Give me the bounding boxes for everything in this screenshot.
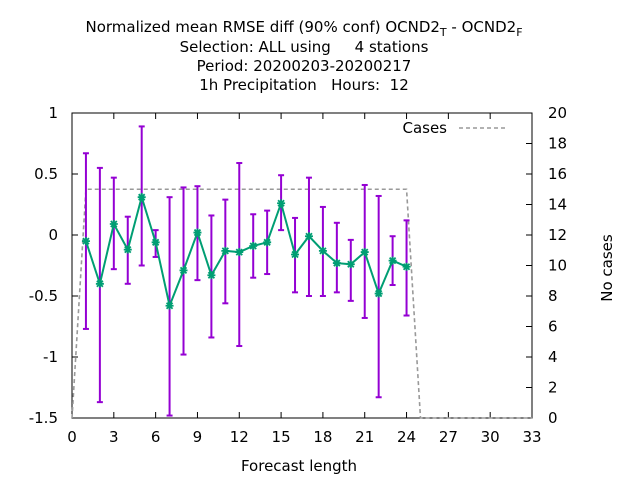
x-tick-label: 27 — [439, 428, 458, 446]
y2-tick-label: 8 — [548, 287, 558, 305]
data-point — [193, 228, 202, 237]
data-point — [332, 259, 341, 268]
data-point — [221, 246, 230, 255]
data-point — [346, 260, 355, 269]
data-point — [165, 301, 174, 310]
x-tick-label: 3 — [109, 428, 119, 446]
data-point — [137, 193, 146, 202]
data-point — [263, 238, 272, 247]
y2-tick-label: 18 — [548, 135, 567, 153]
data-point — [151, 238, 160, 247]
x-tick-label: 6 — [151, 428, 161, 446]
y2-axis-label: No cases — [598, 234, 616, 302]
data-point — [374, 289, 383, 298]
chart-title-line-2: Selection: ALL using 4 stations — [179, 38, 429, 56]
chart-title-line-4: 1h Precipitation Hours: 12 — [199, 76, 409, 94]
x-tick-label: 24 — [397, 428, 416, 446]
data-point — [249, 241, 258, 250]
x-axis-label: Forecast length — [241, 457, 357, 475]
data-point — [235, 248, 244, 257]
y-tick-label: -0.5 — [29, 287, 58, 305]
data-point — [318, 246, 327, 255]
data-point — [109, 220, 118, 229]
x-tick-label: 21 — [355, 428, 374, 446]
data-point — [388, 256, 397, 265]
cases-line — [71, 188, 532, 419]
data-point — [207, 271, 216, 280]
data-point — [277, 199, 286, 208]
data-point — [123, 245, 132, 254]
chart-title-line-3: Period: 20200203-20200217 — [196, 57, 412, 75]
data-point — [81, 237, 90, 246]
y-tick-label: -1.5 — [29, 409, 58, 427]
y2-tick-label: 4 — [548, 348, 558, 366]
x-tick-label: 33 — [522, 428, 541, 446]
y2-tick-label: 16 — [548, 165, 567, 183]
y2-tick-label: 14 — [548, 196, 567, 214]
y2-tick-label: 10 — [548, 257, 567, 275]
y2-tick-label: 6 — [548, 318, 558, 336]
data-point — [304, 232, 313, 241]
x-tick-label: 9 — [193, 428, 203, 446]
x-tick-label: 30 — [481, 428, 500, 446]
y2-tick-label: 0 — [548, 409, 558, 427]
y-tick-label: 0 — [48, 226, 58, 244]
data-point — [402, 262, 411, 271]
mean-diff-line — [84, 193, 407, 310]
y-tick-label: -1 — [43, 348, 58, 366]
x-tick-label: 12 — [230, 428, 249, 446]
y2-tick-label: 12 — [548, 226, 567, 244]
x-tick-label: 18 — [313, 428, 332, 446]
y2-tick-label: 2 — [548, 379, 558, 397]
y-tick-label: 1 — [48, 104, 58, 122]
x-tick-label: 15 — [272, 428, 291, 446]
data-point — [95, 279, 104, 288]
x-tick-label: 0 — [67, 428, 77, 446]
chart-title-line-1: Normalized mean RMSE diff (90% conf) OCN… — [85, 18, 523, 39]
data-point — [360, 248, 369, 257]
legend-label-cases: Cases — [402, 119, 447, 137]
y2-tick-label: 20 — [548, 104, 567, 122]
data-point — [179, 266, 188, 275]
y-tick-label: 0.5 — [34, 165, 58, 183]
data-point — [291, 250, 300, 259]
